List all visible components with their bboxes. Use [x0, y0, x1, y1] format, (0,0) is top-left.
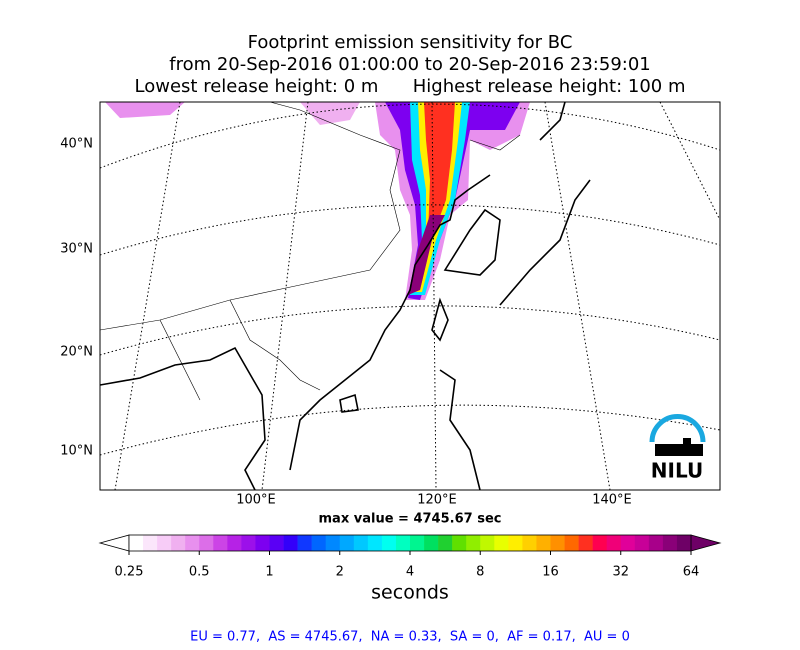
subtitle: from 20-Sep-2016 01:00:00 to 20-Sep-2016… — [169, 54, 651, 75]
colorbar-segment — [424, 535, 439, 551]
colorbar-segment — [199, 535, 214, 551]
colorbar: 0.25 0.5 1 2 4 8 16 32 64 — [98, 534, 722, 580]
colorbar-segment — [536, 535, 551, 551]
lon-label: 100°E — [236, 493, 276, 508]
colorbar-extend-high — [690, 534, 722, 552]
colorbar-tick-label: 64 — [683, 565, 700, 580]
colorbar-segment — [255, 535, 270, 551]
colorbar-tick-label: 0.25 — [115, 565, 144, 580]
colorbar-segment — [353, 535, 369, 551]
colorbar-segment — [227, 535, 242, 551]
colorbar-segment — [143, 535, 158, 551]
colorbar-segment — [522, 535, 537, 551]
colorbar-tick-label: 32 — [612, 565, 629, 580]
map-area — [100, 102, 720, 490]
colorbar-segment — [662, 535, 678, 551]
colorbar-tick-label: 8 — [476, 565, 484, 580]
colorbar-segment — [129, 535, 144, 551]
colorbar-tick-label: 0.5 — [189, 565, 210, 580]
colorbar-segment — [171, 535, 186, 551]
colorbar-segment — [339, 535, 355, 551]
colorbar-segment — [283, 535, 298, 551]
subtitle: Lowest release height: 0 m Highest relea… — [135, 76, 686, 97]
colorbar-segment — [550, 535, 565, 551]
map-frame — [99, 101, 721, 491]
colorbar-segment — [578, 535, 593, 551]
colorbar-segment — [381, 535, 397, 551]
colorbar-segment — [634, 535, 650, 551]
colorbar-segment — [410, 535, 425, 551]
colorbar-segment — [592, 535, 607, 551]
colorbar-segment — [367, 535, 383, 551]
colorbar-segment — [648, 535, 664, 551]
colorbar-segment — [311, 535, 326, 551]
lat-label: 10°N — [60, 444, 93, 459]
lat-label: 40°N — [60, 137, 93, 152]
colorbar-segment — [452, 535, 467, 551]
colorbar-label: seconds — [371, 582, 449, 604]
colorbar-segment — [185, 535, 200, 551]
colorbar-tick-label: 16 — [542, 565, 559, 580]
colorbar-extend-low — [98, 534, 130, 552]
colorbar-segment — [466, 535, 481, 551]
max-value: max value = 4745.67 sec — [319, 512, 502, 527]
lon-label: 140°E — [592, 493, 632, 508]
colorbar-segment — [269, 535, 284, 551]
logo-text: NILU — [651, 459, 703, 483]
lat-label: 30°N — [60, 242, 93, 257]
colorbar-segment — [676, 535, 692, 551]
footer: EU = 0.77, AS = 4745.67, NA = 0.33, SA =… — [190, 630, 630, 645]
colorbar-segment — [620, 535, 636, 551]
colorbar-segment — [157, 535, 172, 551]
colorbar-segment — [241, 535, 256, 551]
colorbar-segment — [395, 535, 411, 551]
colorbar-tick-label: 4 — [406, 565, 414, 580]
title: Footprint emission sensitivity for BC — [248, 32, 573, 53]
lon-label: 120°E — [417, 493, 457, 508]
colorbar-segment — [494, 535, 509, 551]
colorbar-segment — [508, 535, 523, 551]
colorbar-tick-label: 2 — [336, 565, 344, 580]
lat-label: 20°N — [60, 345, 93, 360]
colorbar-tick-label: 1 — [265, 565, 273, 580]
colorbar-segment — [213, 535, 228, 551]
colorbar-segment — [297, 535, 312, 551]
colorbar-segment — [325, 535, 341, 551]
plume — [105, 102, 530, 300]
colorbar-segment — [438, 535, 453, 551]
colorbar-segment — [564, 535, 579, 551]
logo: NILU — [649, 414, 706, 483]
colorbar-segment — [606, 535, 622, 551]
colorbar-segment — [480, 535, 495, 551]
